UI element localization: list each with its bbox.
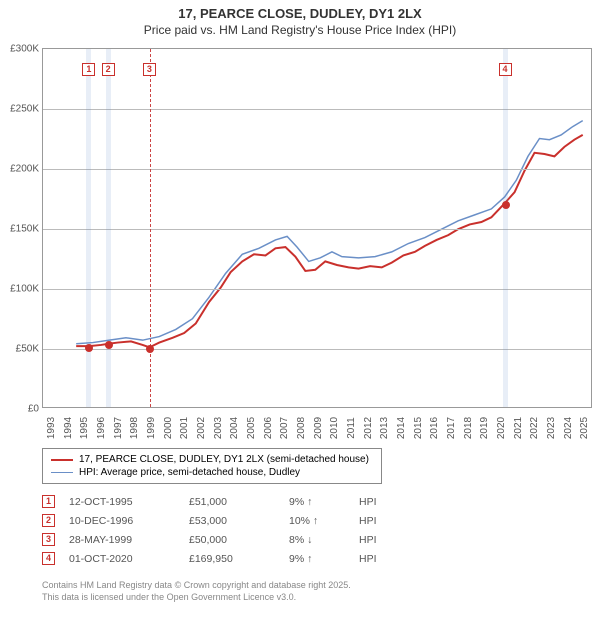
y-gridline xyxy=(43,229,591,230)
attribution-line: This data is licensed under the Open Gov… xyxy=(42,592,562,604)
transaction-price: £169,950 xyxy=(189,553,289,565)
transaction-price: £51,000 xyxy=(189,496,289,508)
transaction-row: 1 12-OCT-1995£51,0009% ↑HPI xyxy=(42,492,562,511)
legend-label: HPI: Average price, semi-detached house,… xyxy=(79,467,300,478)
marker-dot xyxy=(85,344,93,352)
chart-title: 17, PEARCE CLOSE, DUDLEY, DY1 2LX xyxy=(0,6,600,21)
x-tick-label: 2022 xyxy=(529,417,540,439)
x-tick-label: 2016 xyxy=(429,417,440,439)
y-tick-label: £250K xyxy=(1,104,39,115)
legend-item: HPI: Average price, semi-detached house,… xyxy=(51,466,373,479)
transaction-row: 2 10-DEC-1996£53,00010% ↑HPI xyxy=(42,511,562,530)
legend-box: 17, PEARCE CLOSE, DUDLEY, DY1 2LX (semi-… xyxy=(42,448,382,484)
transaction-ref: HPI xyxy=(359,534,399,546)
y-gridline xyxy=(43,169,591,170)
transaction-date: 01-OCT-2020 xyxy=(69,553,189,565)
y-tick-label: £300K xyxy=(1,44,39,55)
x-tick-label: 2009 xyxy=(313,417,324,439)
title-block: 17, PEARCE CLOSE, DUDLEY, DY1 2LX Price … xyxy=(0,0,600,39)
x-tick-label: 2004 xyxy=(229,417,240,439)
x-tick-label: 1997 xyxy=(113,417,124,439)
marker-label: 3 xyxy=(143,63,156,76)
x-tick-label: 2025 xyxy=(579,417,590,439)
marker-dot xyxy=(502,201,510,209)
transaction-marker: 2 xyxy=(42,514,55,527)
marker-label: 1 xyxy=(82,63,95,76)
transaction-pct: 9% ↑ xyxy=(289,496,359,508)
highlight-band xyxy=(106,49,111,407)
transaction-marker: 3 xyxy=(42,533,55,546)
x-tick-label: 1996 xyxy=(96,417,107,439)
x-tick-label: 2011 xyxy=(346,417,357,439)
chart-container: 17, PEARCE CLOSE, DUDLEY, DY1 2LX Price … xyxy=(0,0,600,620)
transaction-ref: HPI xyxy=(359,515,399,527)
x-tick-label: 2008 xyxy=(296,417,307,439)
x-tick-label: 2014 xyxy=(396,417,407,439)
y-tick-label: £150K xyxy=(1,224,39,235)
x-tick-label: 2001 xyxy=(179,417,190,439)
chart-plot-area: £0£50K£100K£150K£200K£250K£300K199319941… xyxy=(42,48,592,408)
x-tick-label: 2007 xyxy=(279,417,290,439)
highlight-band xyxy=(503,49,508,407)
transaction-row: 4 01-OCT-2020£169,9509% ↑HPI xyxy=(42,549,562,568)
legend-swatch xyxy=(51,459,73,461)
x-tick-label: 1995 xyxy=(79,417,90,439)
x-tick-label: 2002 xyxy=(196,417,207,439)
transaction-price: £50,000 xyxy=(189,534,289,546)
x-tick-label: 2021 xyxy=(513,417,524,439)
x-tick-label: 2003 xyxy=(213,417,224,439)
highlight-band xyxy=(86,49,91,407)
chart-svg xyxy=(43,49,591,407)
y-tick-label: £100K xyxy=(1,284,39,295)
x-tick-label: 1994 xyxy=(63,417,74,439)
x-tick-label: 2006 xyxy=(263,417,274,439)
transaction-ref: HPI xyxy=(359,553,399,565)
transaction-date: 28-MAY-1999 xyxy=(69,534,189,546)
transaction-pct: 8% ↓ xyxy=(289,534,359,546)
x-tick-label: 2000 xyxy=(163,417,174,439)
transaction-date: 10-DEC-1996 xyxy=(69,515,189,527)
legend-swatch xyxy=(51,472,73,473)
transaction-pct: 9% ↑ xyxy=(289,553,359,565)
transaction-marker: 4 xyxy=(42,552,55,565)
x-tick-label: 2017 xyxy=(446,417,457,439)
y-tick-label: £200K xyxy=(1,164,39,175)
x-tick-label: 2018 xyxy=(463,417,474,439)
marker-dot xyxy=(146,345,154,353)
transaction-row: 3 28-MAY-1999£50,0008% ↓HPI xyxy=(42,530,562,549)
legend-label: 17, PEARCE CLOSE, DUDLEY, DY1 2LX (semi-… xyxy=(79,454,369,465)
marker-label: 2 xyxy=(102,63,115,76)
reference-vline xyxy=(150,49,151,407)
y-gridline xyxy=(43,289,591,290)
marker-label: 4 xyxy=(499,63,512,76)
transaction-date: 12-OCT-1995 xyxy=(69,496,189,508)
transaction-price: £53,000 xyxy=(189,515,289,527)
attribution: Contains HM Land Registry data © Crown c… xyxy=(42,580,562,603)
x-tick-label: 2020 xyxy=(496,417,507,439)
x-tick-label: 2015 xyxy=(413,417,424,439)
y-gridline xyxy=(43,349,591,350)
x-tick-label: 2024 xyxy=(563,417,574,439)
y-gridline xyxy=(43,109,591,110)
x-tick-label: 2005 xyxy=(246,417,257,439)
x-tick-label: 2023 xyxy=(546,417,557,439)
transaction-ref: HPI xyxy=(359,496,399,508)
x-tick-label: 1998 xyxy=(129,417,140,439)
chart-subtitle: Price paid vs. HM Land Registry's House … xyxy=(0,23,600,37)
x-tick-label: 2010 xyxy=(329,417,340,439)
x-tick-label: 2013 xyxy=(379,417,390,439)
attribution-line: Contains HM Land Registry data © Crown c… xyxy=(42,580,562,592)
y-tick-label: £0 xyxy=(1,404,39,415)
transactions-table: 112-OCT-1995£51,0009% ↑HPI210-DEC-1996£5… xyxy=(42,492,562,568)
legend-item: 17, PEARCE CLOSE, DUDLEY, DY1 2LX (semi-… xyxy=(51,453,373,466)
x-tick-label: 2019 xyxy=(479,417,490,439)
transaction-marker: 1 xyxy=(42,495,55,508)
x-tick-label: 1993 xyxy=(46,417,57,439)
marker-dot xyxy=(105,341,113,349)
x-tick-label: 1999 xyxy=(146,417,157,439)
transaction-pct: 10% ↑ xyxy=(289,515,359,527)
y-tick-label: £50K xyxy=(1,344,39,355)
x-tick-label: 2012 xyxy=(363,417,374,439)
